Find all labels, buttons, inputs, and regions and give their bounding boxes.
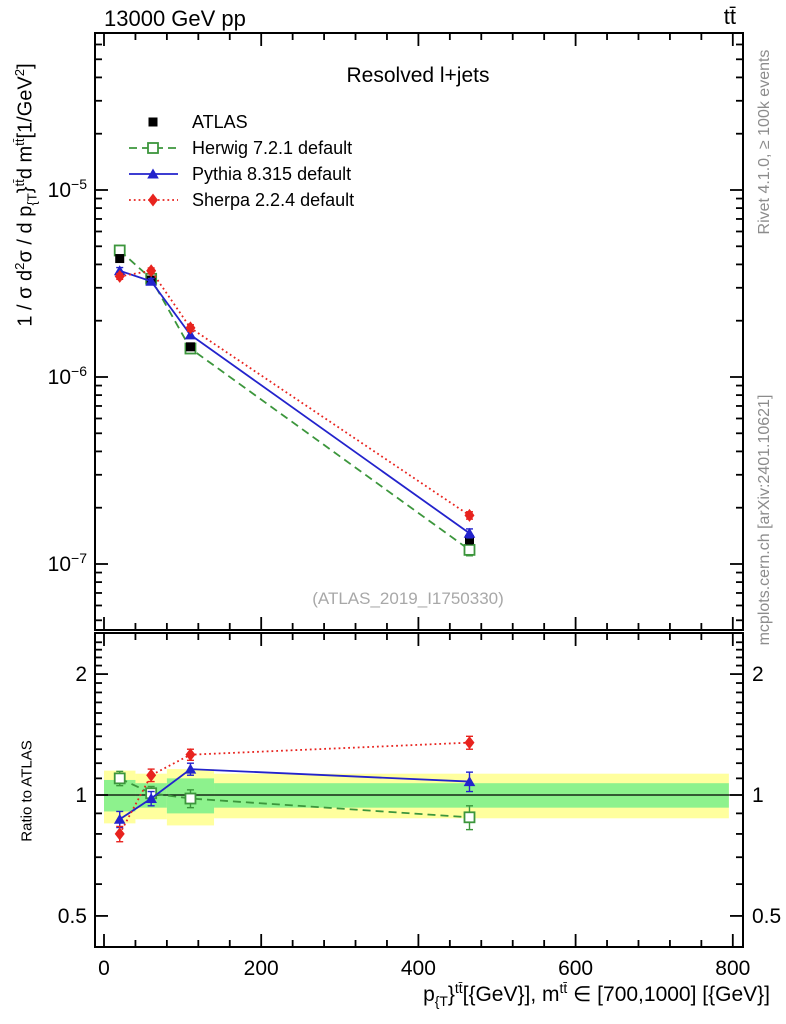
data-point [113,244,126,257]
data-point [463,527,476,538]
ratio-tick-label-right: 1 [752,784,764,807]
process-label: tt̄ [723,4,736,29]
ratio-tick-label: 2 [75,663,87,686]
y-tick-label: 10−5 [48,176,88,202]
data-point [148,193,158,207]
legend: ATLAS Herwig 7.2.1 default Pythia 8.315 de… [126,109,354,213]
data-point [148,117,158,127]
legend-marker-herwig-icon [129,142,178,154]
series-herwig [113,244,476,831]
data-point [147,142,159,154]
mcplots-attribution: mcplots.cern.ch [arXiv:2401.10621] [756,394,773,646]
data-point [146,264,157,278]
data-point [113,813,126,824]
y-tick-label: 10−6 [48,363,88,389]
data-point [145,793,157,804]
x-tick-label: 400 [401,957,436,980]
tick-labels: 10−5 10−6 10−7 2 2 1 1 0.5 0.5 0 200 400 600 800 [48,176,782,980]
legend-label: Sherpa 2.2.4 default [192,189,355,210]
legend-item: ATLAS [126,109,354,135]
rivet-version-note: Rivet 4.1.0, ≥ 100k events [756,49,773,235]
data-point [184,792,197,805]
data-point [114,827,125,841]
data-point [464,736,475,750]
data-point [114,269,125,283]
legend-item: Sherpa 2.2.4 default [126,187,354,213]
beam-energy-label: 13000 GeV pp [104,6,246,31]
data-point [115,254,125,264]
legend-item: Herwig 7.2.1 default [126,135,354,161]
legend-label: ATLAS [192,111,248,132]
x-tick-label: 200 [244,957,279,980]
ratio-tick-label-right: 2 [752,663,764,686]
data-point [146,768,157,782]
data-point [184,763,197,774]
data-point [463,543,476,556]
data-point [185,321,196,335]
data-point [145,275,157,286]
x-axis-title: p{T}tt̄[{GeV}], mtt̄ ∈ [700,1000] [{GeV}… [423,980,770,1010]
ratio-tick-label-right: 0.5 [752,905,781,928]
legend-marker-atlas-icon [148,117,158,127]
watermark-analysis-id: (ATLAS_2019_I1750330) [312,589,504,608]
data-point [463,776,476,787]
legend-label: Herwig 7.2.1 default [192,137,353,158]
data-point [185,342,195,352]
plot-title: Resolved l+jets [346,64,490,87]
data-point [185,748,196,762]
data-point [464,535,474,545]
data-point [463,811,476,824]
x-tick-label: 800 [715,957,750,980]
data-point [464,508,475,522]
legend-item: Pythia 8.315 default [126,161,354,187]
ratio-axis-title: Ratio to ATLAS [18,740,36,842]
series-pythia [113,265,476,829]
ratio-tick-label: 0.5 [58,905,87,928]
y-axis-title: 1 / σ d2σ / d p{T}tt̄d mtt̄[1/GeV2] [11,63,40,327]
x-tick-label: 600 [558,957,593,980]
legend-label: Pythia 8.315 default [192,163,352,184]
x-tick-label: 0 [98,957,110,980]
ratio-tick-label: 1 [75,784,87,807]
axis-ticks [95,33,743,947]
legend-marker-pythia-icon [129,168,178,179]
y-tick-label: 10−7 [48,550,88,576]
series-sherpa [114,264,475,843]
data-point [113,772,126,785]
data-point [147,168,159,179]
legend-marker-sherpa-icon [129,193,178,207]
